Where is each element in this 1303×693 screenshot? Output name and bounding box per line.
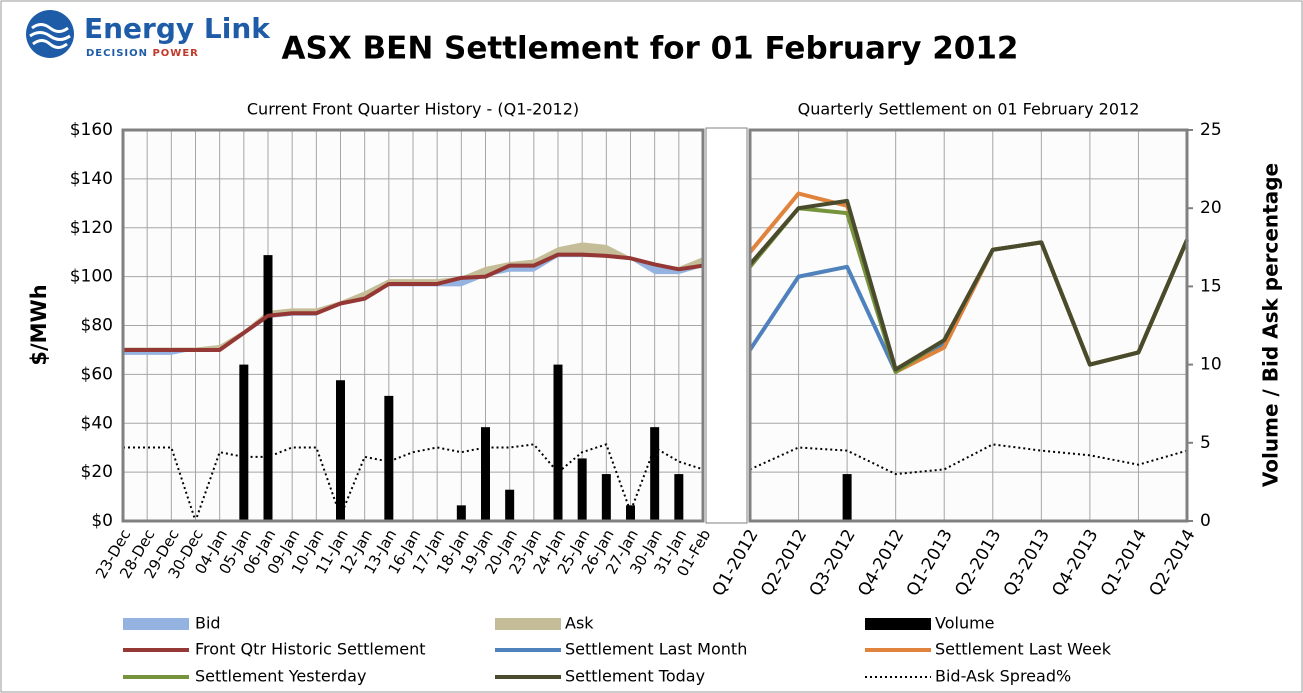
legend-swatch [495, 618, 561, 630]
logo-tag-2: POWER [152, 48, 198, 59]
y2-tick-label: 0 [1200, 511, 1211, 531]
volume-bar [626, 505, 635, 521]
legend-swatch [123, 618, 189, 630]
logo-tag-1: DECISION [86, 48, 148, 59]
panel-gap [705, 127, 748, 524]
volume-bar [384, 395, 394, 521]
logo: Energy Link DECISION POWER [26, 10, 271, 59]
chart-title: ASX BEN Settlement for 01 February 2012 [282, 31, 1019, 67]
plot-border [748, 128, 1189, 523]
y2-axis-label: Volume / Bid Ask percentage [1259, 163, 1283, 487]
legend-label: Settlement Today [565, 667, 705, 686]
legend-label: Ask [565, 614, 594, 633]
volume-bar [553, 364, 563, 521]
spread-line [123, 443, 704, 522]
y-tick-label: $60 [81, 364, 113, 384]
settlement-line [748, 198, 1189, 372]
legend-label: Bid [195, 614, 221, 633]
panel-subtitle: Quarterly Settlement on 01 February 2012 [798, 100, 1140, 119]
volume-bar [263, 255, 273, 521]
volume-bar [336, 380, 345, 521]
volume-bar [650, 427, 660, 521]
area-band [123, 254, 703, 355]
y-tick-label: $0 [91, 511, 113, 531]
spread-line [749, 443, 1188, 476]
legend-swatch [865, 618, 931, 630]
legend-label: Volume [935, 614, 995, 633]
y-tick-label: $20 [81, 462, 113, 482]
legend-label: Settlement Last Week [935, 640, 1112, 659]
settlement-line [123, 252, 704, 352]
y-tick-label: $100 [70, 267, 113, 287]
panel-subtitle: Current Front Quarter History - (Q1-2012… [247, 100, 579, 119]
y2-tick-label: 5 [1200, 433, 1211, 453]
volume-bar [239, 364, 249, 521]
y2-tick-label: 20 [1200, 198, 1222, 218]
volume-bar [481, 427, 490, 521]
y-tick-label: $80 [81, 316, 113, 336]
y-tick-label: $40 [81, 413, 113, 433]
volume-bar [505, 489, 515, 521]
legend-label: Settlement Yesterday [195, 667, 366, 686]
volume-bar [842, 474, 852, 521]
logo-waves [29, 23, 71, 49]
legend-label: Settlement Last Month [565, 640, 747, 659]
volume-bar [601, 474, 611, 521]
y-tick-label: $120 [70, 218, 113, 238]
logo-name: Energy Link [84, 12, 271, 45]
legend-label: Front Qtr Historic Settlement [195, 640, 426, 659]
volume-bar [456, 505, 466, 521]
y-tick-label: $140 [70, 169, 113, 189]
plot-border [121, 128, 705, 523]
y2-tick-label: 10 [1200, 355, 1222, 375]
y2-tick-label: 15 [1200, 276, 1222, 296]
volume-bar [577, 458, 587, 521]
y-axis-label: $/MWh [27, 284, 51, 365]
y-tick-label: $160 [70, 120, 113, 140]
y2-tick-label: 25 [1200, 120, 1222, 140]
legend-label: Bid-Ask Spread% [935, 667, 1071, 686]
logo-tag: DECISION POWER [86, 48, 199, 59]
volume-bar [674, 474, 684, 521]
